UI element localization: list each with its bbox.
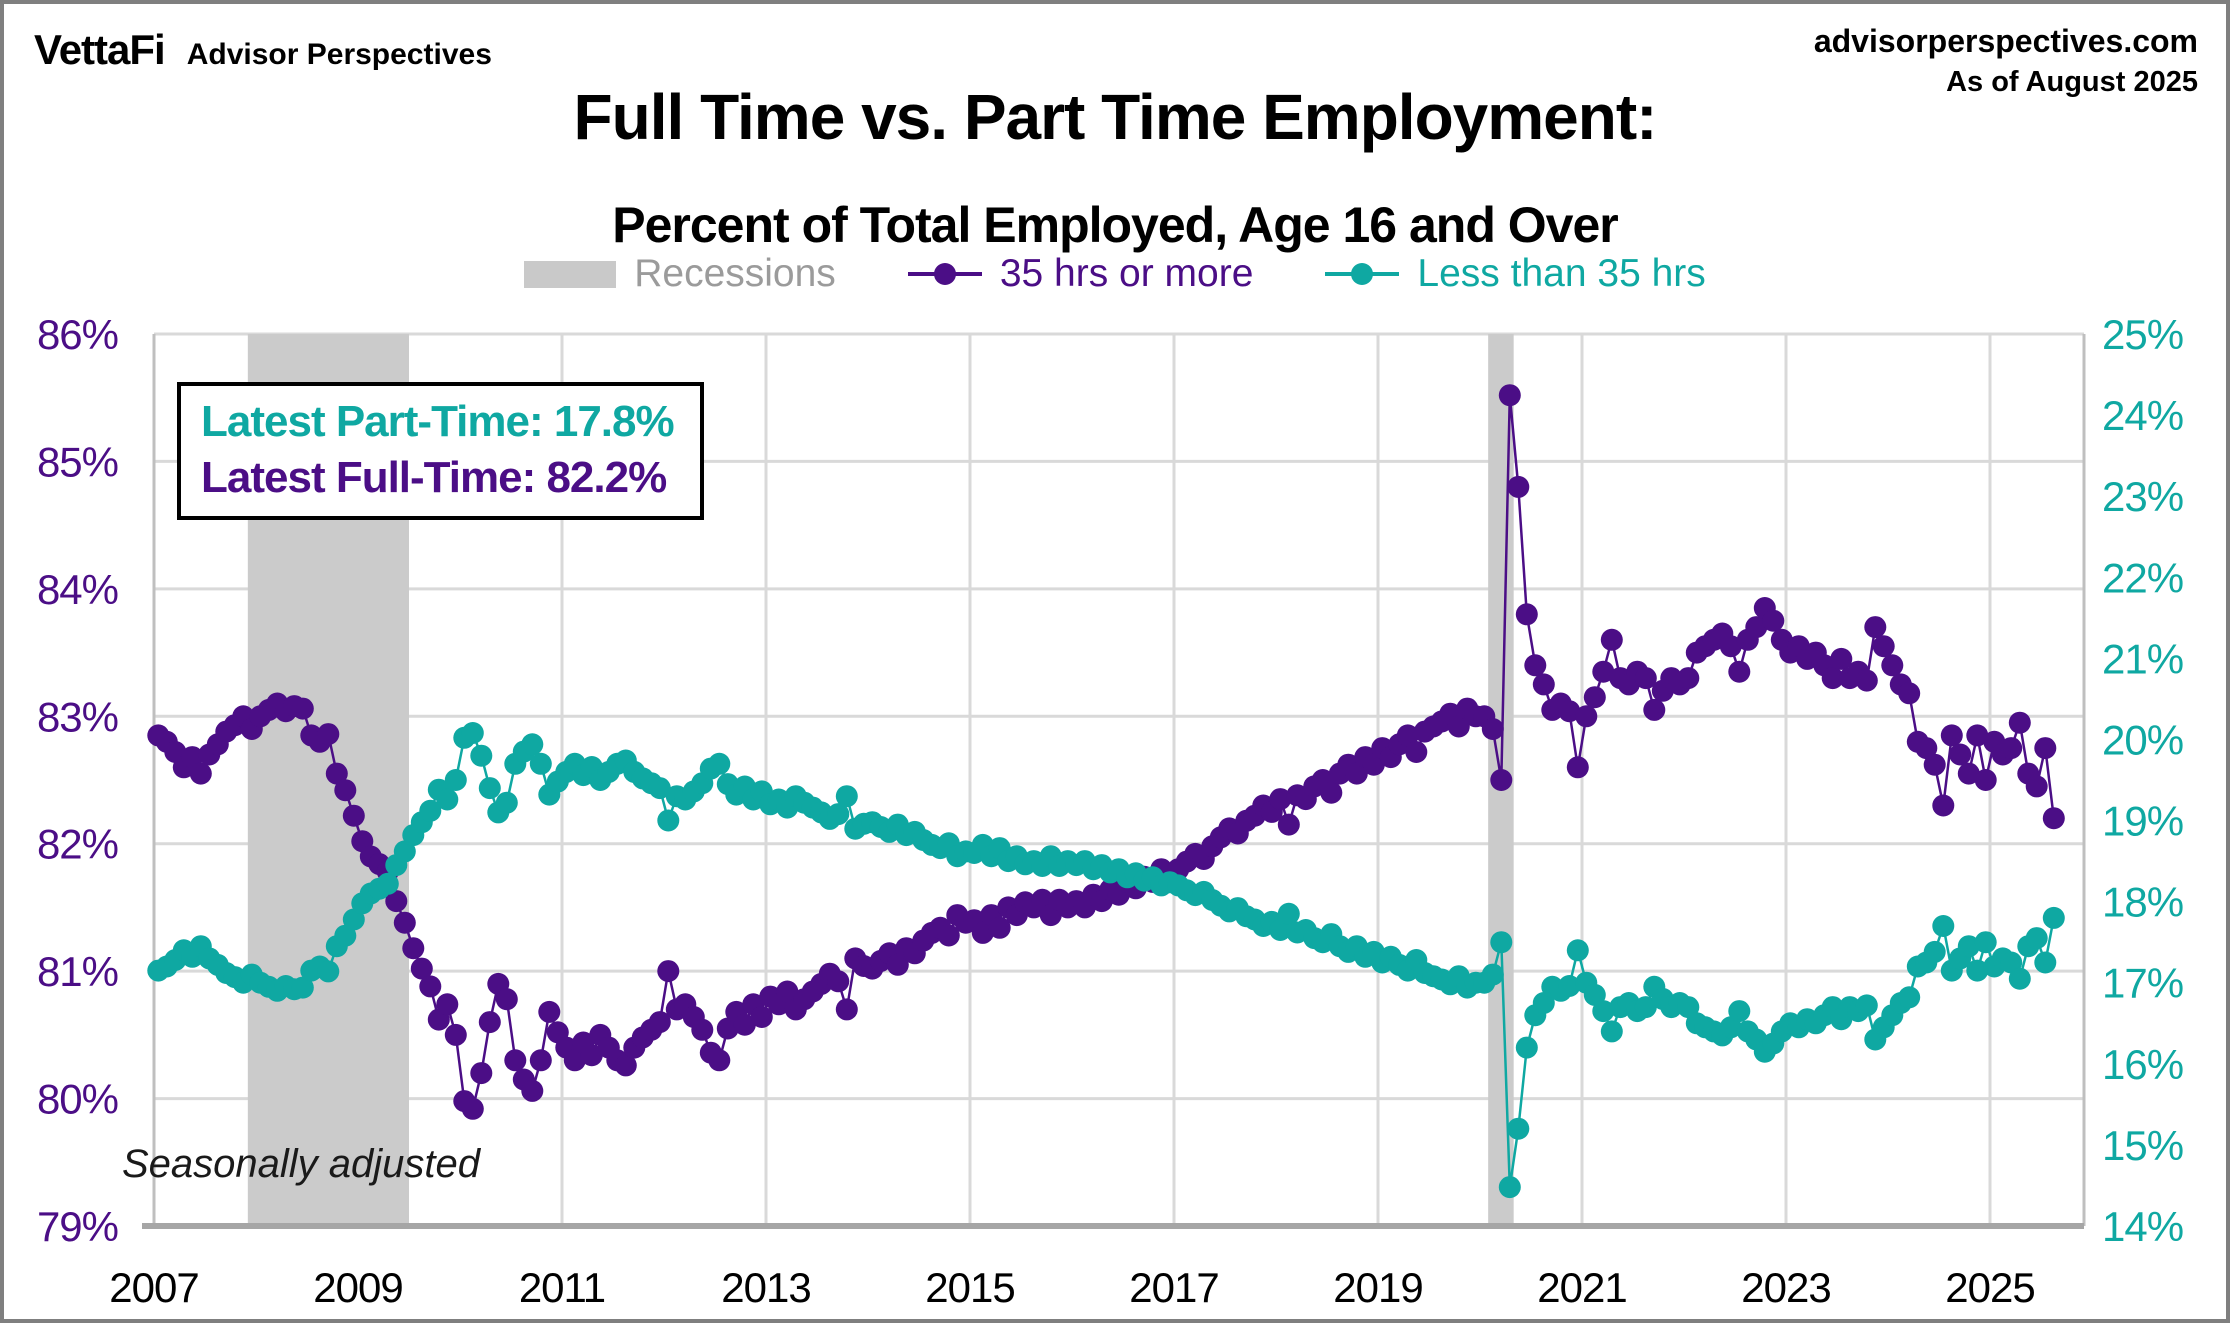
legend-label-recessions: Recessions — [634, 252, 836, 295]
legend-item-recessions: Recessions — [524, 252, 836, 296]
legend-label-part-time: Less than 35 hrs — [1417, 252, 1706, 295]
vettafi-logo-text: VettaFi — [34, 26, 166, 73]
left-axis-labels: 86% 85% 84% 83% 82% 81% 80% 79% — [37, 311, 119, 1250]
latest-full-time-value: Latest Full-Time: 82.2% — [201, 452, 667, 502]
right-tick-label: 16% — [2102, 1041, 2183, 1088]
x-tick-label: 2025 — [1945, 1264, 2034, 1311]
x-tick-label: 2015 — [925, 1264, 1014, 1311]
legend-item-part-time: Less than 35 hrs — [1325, 252, 1706, 296]
left-tick-label: 84% — [37, 566, 118, 613]
advisor-perspectives-text: Advisor Perspectives — [186, 38, 492, 71]
left-tick-label: 86% — [37, 311, 118, 358]
vettafi-logo: VettaFi Advisor Perspectives — [34, 26, 492, 74]
as-of-date: As of August 2025 — [1946, 66, 2198, 99]
x-tick-label: 2021 — [1537, 1264, 1626, 1311]
x-tick-label: 2023 — [1741, 1264, 1830, 1311]
right-tick-label: 23% — [2102, 473, 2183, 520]
x-tick-label: 2017 — [1129, 1264, 1218, 1311]
seasonally-adjusted-note: Seasonally adjusted — [122, 1142, 481, 1186]
x-axis-labels: 2007 2009 2011 2013 2015 2017 2019 2021 2023 2025 — [109, 1264, 2035, 1311]
right-tick-label: 18% — [2102, 879, 2183, 926]
right-tick-label: 22% — [2102, 554, 2183, 601]
latest-values-box: Latest Part-Time: 17.8% Latest Full-Time… — [177, 382, 704, 520]
left-tick-label: 85% — [37, 438, 118, 485]
left-tick-label: 83% — [37, 693, 118, 740]
right-tick-label: 14% — [2102, 1203, 2183, 1250]
x-tick-label: 2019 — [1333, 1264, 1422, 1311]
series-part-time — [147, 722, 2065, 1199]
chart-title: Full Time vs. Part Time Employment: — [573, 81, 1658, 153]
part-time-marker-icon — [1325, 261, 1400, 287]
axis-lines — [142, 334, 2086, 1229]
chart-subtitle: Percent of Total Employed, Age 16 and Ov… — [612, 197, 1619, 253]
latest-part-time-value: Latest Part-Time: 17.8% — [201, 397, 675, 446]
full-time-marker-icon — [907, 261, 982, 287]
right-axis-labels: 25% 24% 23% 22% 21% 20% 19% 18% 17% 16% 15% 14% — [2102, 311, 2184, 1250]
chart-legend: Recessions 35 hrs or more Less than 35 h… — [4, 252, 2226, 296]
series-full-time — [147, 384, 2065, 1199]
legend-label-full-time: 35 hrs or more — [999, 252, 1254, 295]
right-tick-label: 15% — [2102, 1122, 2183, 1169]
x-tick-label: 2009 — [313, 1264, 402, 1311]
right-tick-label: 19% — [2102, 798, 2183, 845]
recession-swatch — [524, 260, 617, 288]
left-tick-label: 79% — [37, 1203, 118, 1250]
left-tick-label: 82% — [37, 821, 118, 868]
x-tick-label: 2013 — [721, 1264, 810, 1311]
left-tick-label: 81% — [37, 948, 118, 995]
source-website: advisorperspectives.com — [1813, 23, 2198, 59]
right-tick-label: 25% — [2102, 311, 2183, 358]
x-tick-label: 2011 — [519, 1264, 605, 1311]
right-tick-label: 20% — [2102, 716, 2183, 763]
right-tick-label: 17% — [2102, 960, 2183, 1007]
left-tick-label: 80% — [37, 1076, 118, 1123]
right-tick-label: 21% — [2102, 635, 2183, 682]
right-tick-label: 24% — [2102, 392, 2183, 439]
legend-item-full-time: 35 hrs or more — [907, 252, 1254, 296]
source-block: advisorperspectives.com As of August 202… — [1814, 20, 2198, 102]
x-tick-label: 2007 — [109, 1264, 198, 1311]
